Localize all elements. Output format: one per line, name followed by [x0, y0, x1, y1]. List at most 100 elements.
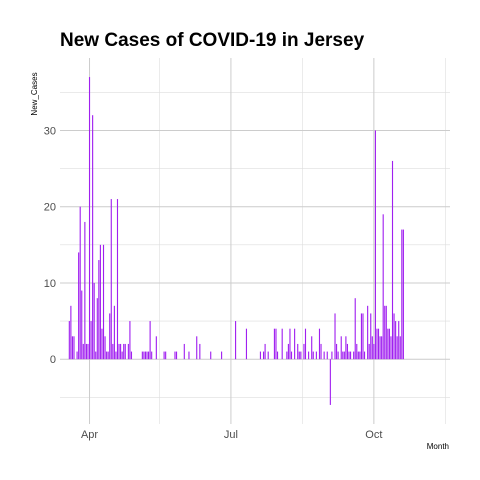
bar — [376, 328, 378, 360]
bar — [294, 328, 296, 360]
bar — [326, 351, 328, 360]
y-axis-title: New_Cases — [30, 72, 39, 115]
y-axis-tick-labels: 0 10 20 30 — [44, 125, 56, 366]
bar — [357, 351, 359, 360]
bar — [262, 351, 265, 360]
bar — [286, 351, 288, 360]
bar — [123, 343, 125, 360]
bar — [382, 214, 384, 360]
bar — [102, 244, 105, 360]
bar — [275, 328, 277, 360]
bar — [367, 305, 369, 360]
bar — [315, 351, 317, 360]
bar — [303, 343, 305, 360]
bar — [368, 343, 370, 360]
bar — [78, 252, 80, 360]
bar — [245, 328, 248, 360]
bar — [385, 305, 387, 360]
bar — [141, 351, 143, 360]
bar — [107, 351, 109, 360]
bar — [96, 298, 98, 360]
x-axis-title: Month — [427, 442, 449, 451]
bar — [121, 351, 123, 360]
bar — [112, 343, 114, 360]
bar — [289, 328, 291, 360]
chart-title: New Cases of COVID-19 in Jersey — [60, 30, 365, 51]
bar — [379, 336, 381, 360]
bar — [144, 351, 147, 360]
bar — [127, 343, 129, 360]
bar — [70, 305, 72, 360]
bar — [396, 336, 398, 360]
bar — [336, 343, 338, 360]
bar — [267, 351, 269, 360]
x-tick-label: Oct — [365, 429, 382, 441]
bar — [353, 351, 355, 360]
bar — [356, 343, 358, 360]
bar — [320, 343, 322, 360]
bar — [73, 336, 75, 360]
bar — [374, 130, 376, 360]
bar — [323, 351, 325, 360]
bar — [106, 351, 108, 360]
bar — [118, 343, 120, 360]
bar — [349, 351, 352, 360]
bar — [337, 351, 339, 360]
bar — [149, 321, 151, 360]
bar — [331, 351, 333, 360]
bar — [221, 351, 223, 360]
y-tick-label: 20 — [44, 202, 56, 214]
minor-gridlines — [60, 58, 450, 424]
bar — [398, 321, 400, 360]
bar — [287, 343, 289, 360]
bar — [362, 313, 364, 360]
y-tick-label: 10 — [44, 278, 56, 290]
bar — [395, 321, 397, 360]
bar — [165, 351, 167, 360]
bar — [276, 351, 279, 360]
bar — [95, 351, 97, 360]
bar — [104, 336, 106, 360]
bar — [334, 313, 336, 360]
bar — [163, 351, 165, 360]
bar — [68, 321, 70, 360]
bar — [235, 321, 237, 360]
bar — [363, 351, 366, 360]
bar — [188, 351, 190, 360]
bar — [79, 206, 81, 360]
bar — [143, 351, 145, 360]
bar — [340, 336, 342, 360]
bar — [98, 260, 100, 360]
bar — [120, 343, 122, 360]
bar — [210, 351, 212, 360]
bar — [273, 328, 275, 360]
bar — [343, 351, 345, 360]
bar — [71, 336, 73, 360]
bar — [402, 229, 404, 360]
bar — [199, 343, 201, 360]
bar — [155, 336, 157, 360]
bar — [348, 351, 350, 360]
bar — [93, 282, 95, 360]
bar — [370, 313, 372, 360]
bar — [300, 351, 302, 360]
bar — [298, 351, 300, 360]
bar — [377, 328, 380, 360]
bar — [196, 336, 198, 360]
bar — [391, 160, 394, 360]
bar — [146, 351, 148, 360]
bar — [148, 351, 150, 360]
bar — [101, 328, 103, 360]
bar — [346, 343, 349, 360]
bar — [113, 305, 115, 360]
bar — [308, 351, 310, 360]
major-gridlines — [60, 58, 450, 424]
bar — [151, 351, 153, 360]
bar — [318, 328, 321, 360]
bar — [115, 351, 117, 360]
bar — [373, 343, 375, 360]
bar — [264, 343, 266, 360]
bar — [76, 351, 78, 360]
bar — [130, 351, 133, 360]
